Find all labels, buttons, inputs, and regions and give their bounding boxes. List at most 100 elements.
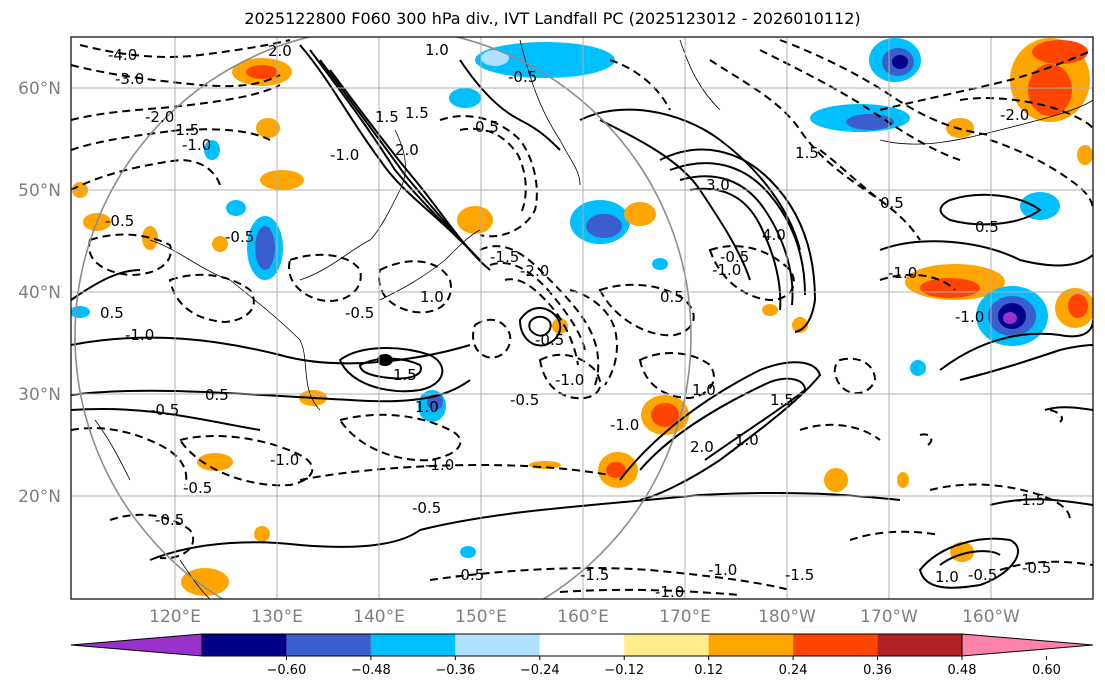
contour-label: 2.0	[690, 438, 714, 456]
contour-label: -2.0	[520, 262, 549, 280]
contour-label: -1.0	[330, 146, 359, 164]
lon-label: 130°E	[251, 607, 303, 627]
colorbar-tick-label: 0.60	[1032, 663, 1061, 678]
contour-label: -1.0	[655, 583, 684, 601]
contour-label: -0.5	[508, 68, 537, 86]
contour-label: -0.5	[345, 304, 374, 322]
contour-label: 0.5	[205, 386, 229, 404]
colorbar-cell	[708, 634, 794, 656]
contour-label: -1.5	[1016, 491, 1045, 509]
contour-label: 4.0	[762, 226, 786, 244]
colorbar-tick-label: −0.60	[267, 663, 307, 678]
divergence-shading	[71, 38, 1093, 596]
contour-label: 0.5	[100, 304, 124, 322]
contour-label: 1.5	[770, 391, 794, 409]
lon-label: 160°E	[557, 607, 609, 627]
contour-label: 3.0	[706, 176, 730, 194]
lat-label: 50°N	[18, 181, 61, 201]
contour-label: -1.0	[270, 451, 299, 469]
colorbar-cell	[370, 634, 456, 656]
colorbar-tick-label: −0.12	[604, 663, 644, 678]
contour-label: 2.0	[395, 141, 419, 159]
contour-label: 1.0	[415, 398, 439, 416]
lon-label: 120°E	[149, 607, 201, 627]
lon-label: 160°W	[962, 607, 1020, 627]
lon-label: 170°W	[860, 607, 918, 627]
contour-label: -0.5	[105, 212, 134, 230]
contour-label: 1.5	[405, 104, 429, 122]
contour-label: 0.5	[660, 288, 684, 306]
lat-label: 30°N	[18, 385, 61, 405]
coastlines	[94, 39, 1093, 599]
contour-label: -0.5	[150, 401, 179, 419]
colorbar: −0.60 −0.48 −0.36 −0.24 −0.12 0.12 0.24 0.36 0.4…	[70, 633, 1094, 678]
colorbar-cell	[539, 634, 625, 656]
contour-label: -3.0	[115, 70, 144, 88]
contour-label: -2.0	[145, 108, 174, 126]
contour-label: -1.0	[555, 371, 584, 389]
contour-label: -1.5	[580, 566, 609, 584]
contour-label: -0.5	[225, 228, 254, 246]
contour-label: 1.0	[735, 431, 759, 449]
plot-frame	[70, 36, 1094, 600]
colorbar-tick-label: −0.24	[520, 663, 560, 678]
contour-label: -1.5	[490, 248, 519, 266]
colorbar-cell	[202, 634, 287, 656]
contour-label: -1.0	[425, 456, 454, 474]
gridlines	[71, 37, 1093, 599]
contour-label: 1.5	[393, 366, 417, 384]
dashed-contours	[71, 39, 1093, 596]
contour-label: -1.0	[888, 264, 917, 282]
contour-label: 1.0	[425, 41, 449, 59]
latitude-labels: 60°N 50°N 40°N 30°N 20°N	[18, 79, 61, 507]
contour-label: -4.0	[108, 46, 137, 64]
contour-label: -1.0	[610, 416, 639, 434]
colorbar-cell	[455, 634, 540, 656]
colorbar-cell	[286, 634, 371, 656]
colorbar-tick-label: 0.36	[863, 663, 892, 678]
colorbar-tick-label: 0.12	[694, 663, 723, 678]
contour-label: -0.5	[1022, 559, 1051, 577]
colorbar-cell	[793, 634, 878, 656]
landfall-circle	[74, 37, 692, 599]
contour-label: 1.5	[375, 108, 399, 126]
contour-labels: -4.0 -3.0 -2.0 -1.5 -1.0 -0.5 2.0 1.0 1.…	[100, 41, 1051, 601]
lat-label: 40°N	[18, 283, 61, 303]
contour-label: -0.5	[720, 248, 749, 266]
contour-label: -0.5	[412, 499, 441, 517]
contour-label: 1.0	[692, 381, 716, 399]
contour-label: -0.5	[183, 479, 212, 497]
colorbar-cell	[624, 634, 709, 656]
contour-label: -0.5	[510, 391, 539, 409]
lon-label: 170°E	[659, 607, 711, 627]
contour-label: -0.5	[455, 566, 484, 584]
lon-label: 180°W	[758, 607, 816, 627]
contour-label: 0.5	[975, 218, 999, 236]
contour-label: -1.0	[182, 136, 211, 154]
colorbar-tick-label: 0.48	[948, 663, 977, 678]
contour-label: -1.5	[785, 566, 814, 584]
contour-label: -1.0	[712, 261, 741, 279]
lon-label: 150°E	[455, 607, 507, 627]
contour-label: 1.0	[935, 568, 959, 586]
colorbar-tick-label: −0.36	[435, 663, 475, 678]
contour-label: -2.0	[1000, 106, 1029, 124]
contour-label: 1.0	[420, 288, 444, 306]
solid-contours	[71, 44, 1093, 589]
contour-label: -1.0	[708, 561, 737, 579]
colorbar-cell	[877, 634, 962, 656]
colorbar-tick-label: 0.24	[779, 663, 808, 678]
map-title: 2025122800 F060 300 hPa div., IVT Landfa…	[244, 9, 861, 28]
lat-label: 60°N	[18, 79, 61, 99]
lat-label: 20°N	[18, 487, 61, 507]
contour-label: -0.5	[155, 511, 184, 529]
contour-label: -1.0	[955, 308, 984, 326]
contour-label: 2.0	[268, 42, 292, 60]
lon-label: 140°E	[353, 607, 405, 627]
contour-label: -1.5	[170, 121, 199, 139]
contour-label: 0.5	[880, 194, 904, 212]
colorbar-right-extend	[961, 633, 1094, 657]
colorbar-tick-label: −0.48	[351, 663, 391, 678]
contour-label: 1.5	[795, 144, 819, 162]
